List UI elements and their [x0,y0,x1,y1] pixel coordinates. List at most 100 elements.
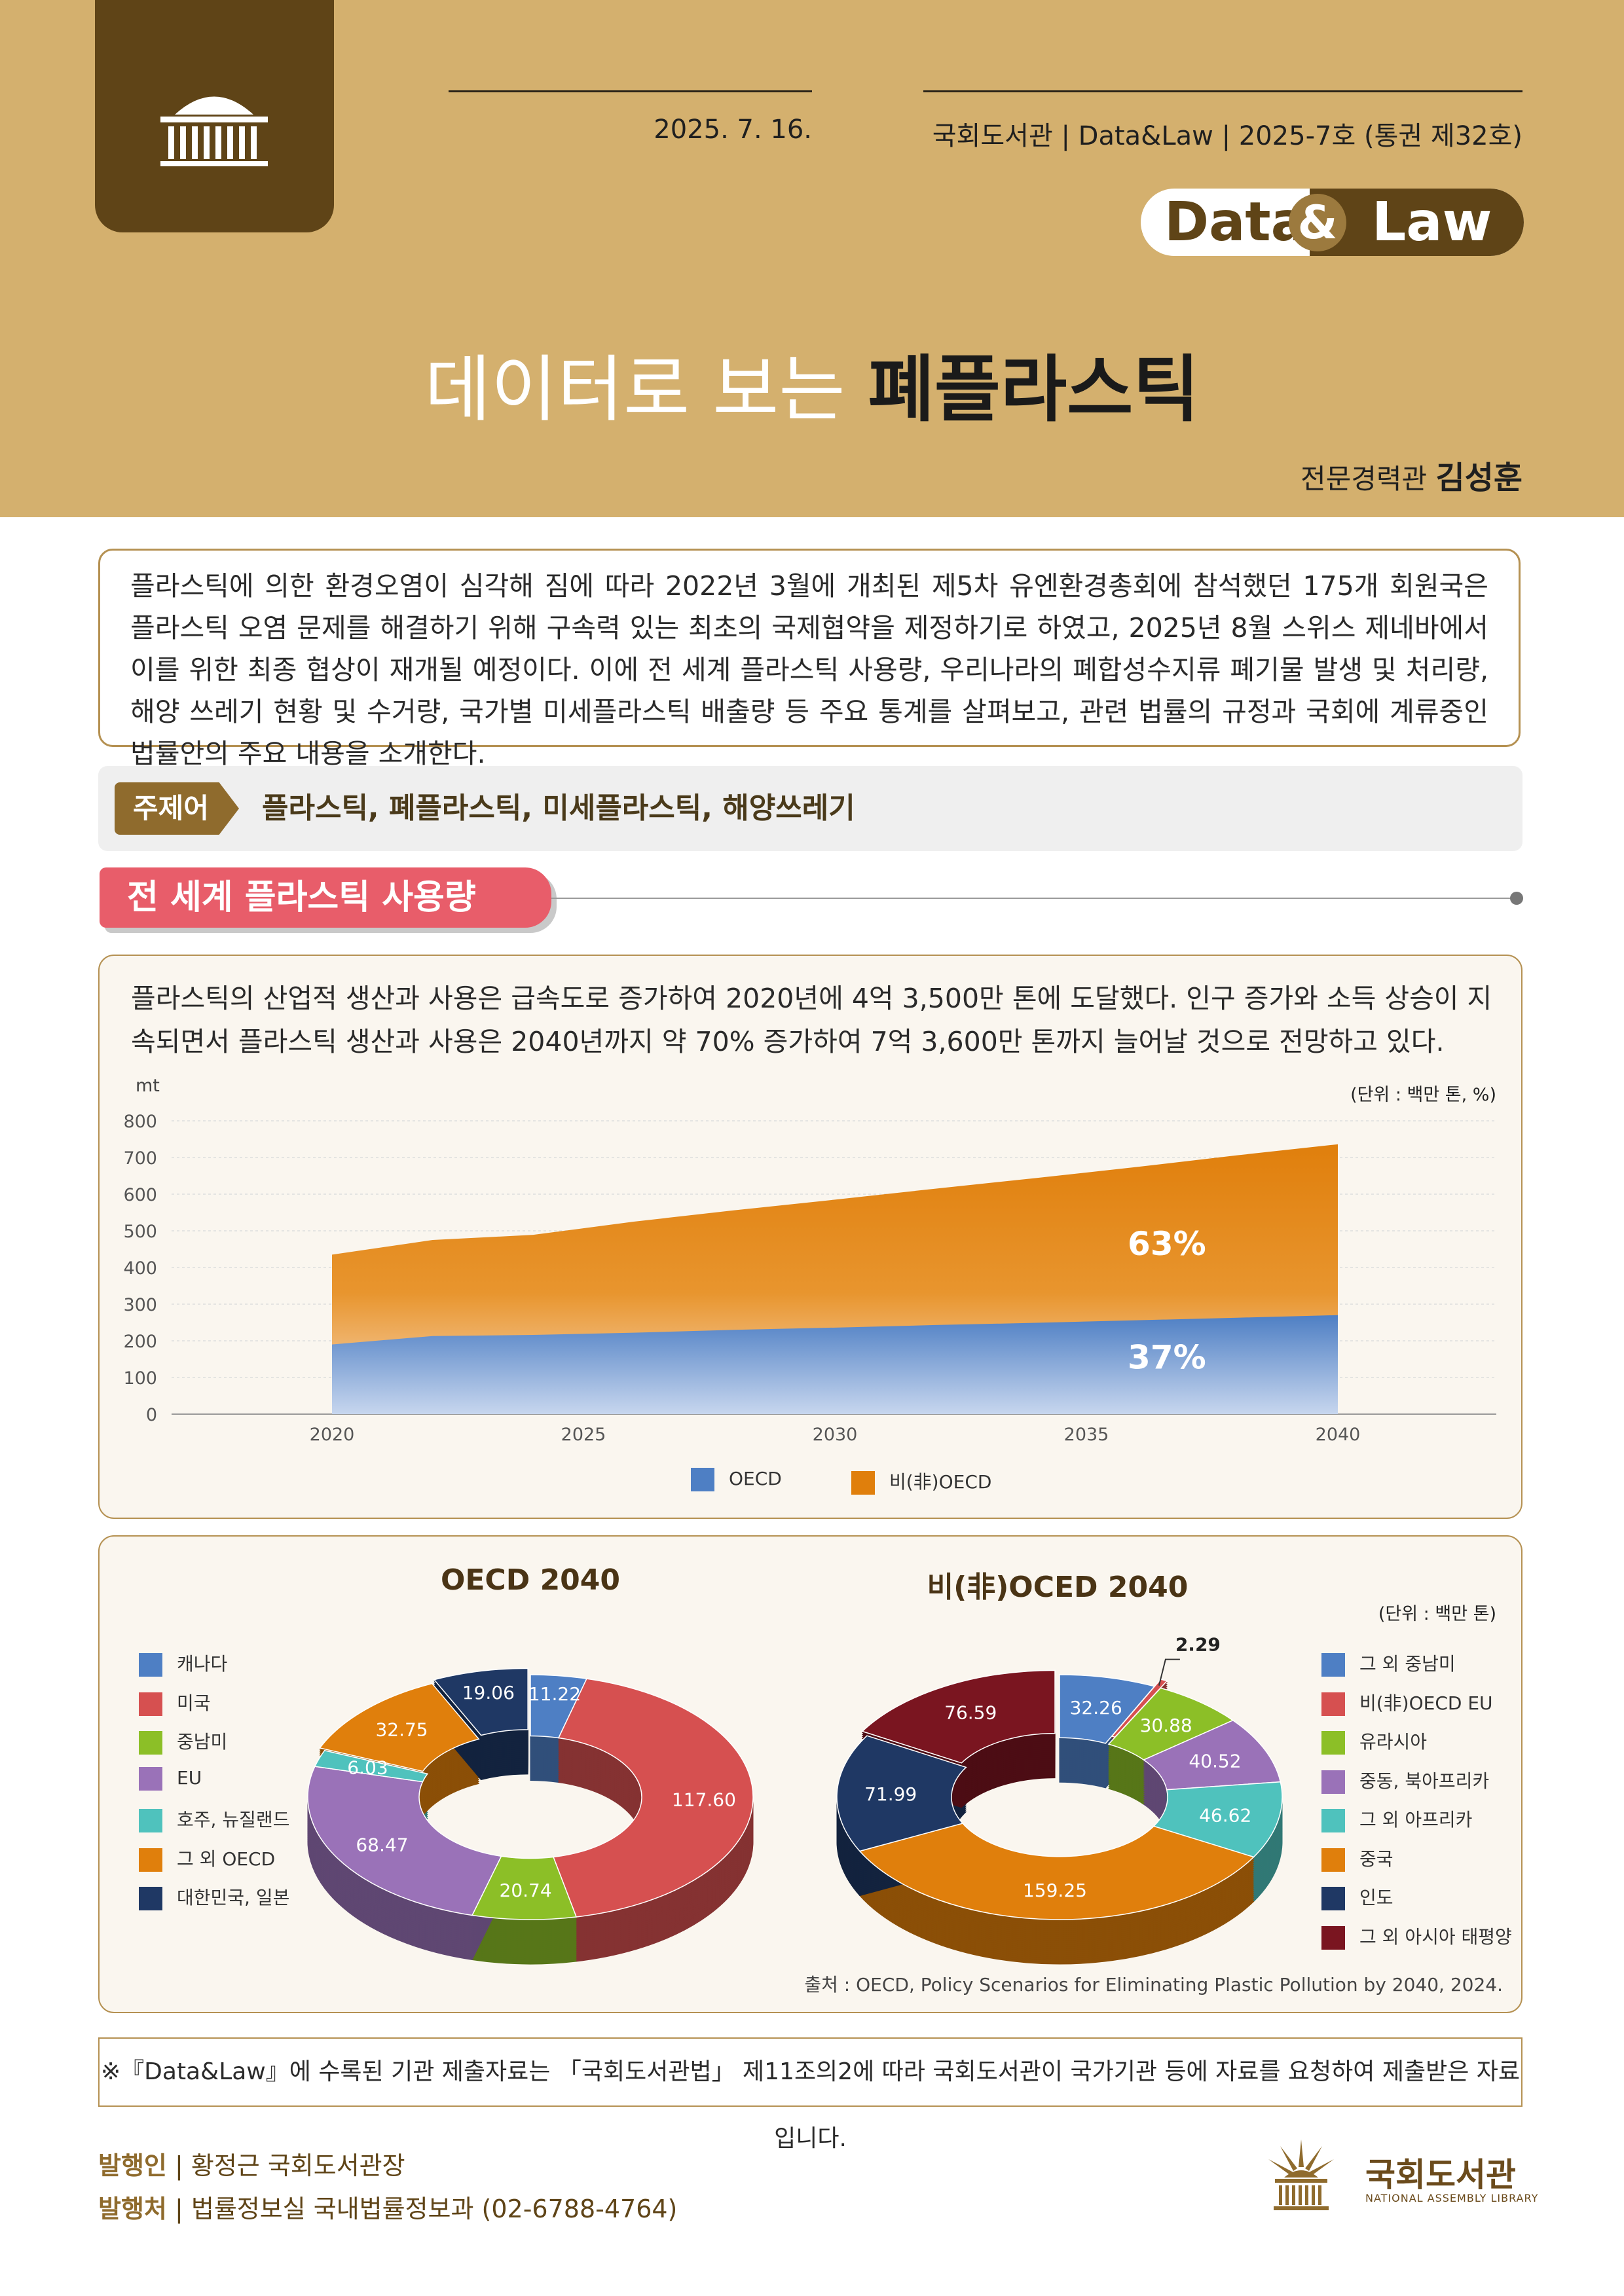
publisher-info: 발행인 | 황정근 국회도서관장 발행처 | 법률정보실 국내법률정보과 (02… [98,2144,677,2231]
section-divider [551,898,1517,899]
legend-label: 미국 [177,1692,211,1714]
legend-swatch [1321,1653,1345,1677]
legend-swatch [1321,1809,1345,1832]
donut-charts: 11.22 117.60 20.74 68.47 6.03 32.75 19.06 32.26… [307,1634,1283,1965]
oecd-legend-item: EU [139,1766,289,1806]
nonoecd-legend-item: 중국 [1321,1845,1512,1884]
legend-label: 비(非)OECD EU [1359,1692,1493,1714]
legend-label: 중동, 북아프리카 [1359,1770,1490,1792]
donut-value-label: 76.59 [944,1702,997,1723]
legend-label-oecd: OECD [729,1468,782,1489]
y-tick-label: 300 [123,1295,157,1315]
page-title: 데이터로 보는 폐플라스틱 [0,331,1624,435]
nonoecd-legend-item: 그 외 아프리카 [1321,1806,1512,1845]
legend-label: 유라시아 [1359,1731,1428,1753]
oecd-legend-item: 그 외 OECD [139,1845,289,1884]
legend-swatch [1321,1731,1345,1755]
donut-slice-6 [836,1735,967,1852]
area-legend-oecd: OECD [691,1468,782,1491]
donut-slice-1 [552,1678,754,1918]
x-tick-label: 2035 [1064,1425,1109,1445]
badge-data-text: Data [1164,191,1307,253]
library-name-en: NATIONAL ASSEMBLY LIBRARY [1365,2192,1539,2204]
y-tick-label: 600 [123,1185,157,1205]
y-tick-label: 700 [123,1148,157,1169]
y-tick-label: 800 [123,1112,157,1132]
area-chart-ylabel: mt [136,1076,160,1096]
area-oecd [332,1315,1338,1414]
nonoecd-legend-item: 그 외 중남미 [1321,1650,1512,1689]
legend-label-nonoecd: 비(非)OECD [889,1471,992,1493]
leader-line [1158,1658,1180,1686]
nonoecd-legend-item: 유라시아 [1321,1728,1512,1767]
author: 전문경력관 김성훈 [1113,452,1522,498]
legend-swatch [1321,1925,1345,1950]
donut-OECD 2040: 11.22 117.60 20.74 68.47 6.03 32.75 19.06 [307,1667,754,1965]
y-tick-label: 200 [123,1332,157,1352]
oecd-legend-item: 중남미 [139,1728,289,1767]
nonoecd-legend-item: 그 외 아시아 태평양 [1321,1923,1512,1962]
donut-value-label: 20.74 [500,1880,552,1901]
legend-swatch [1321,1770,1345,1794]
legend-swatch-oecd [691,1468,714,1491]
publication-info: 국회도서관 | Data&Law | 2025-7호 (통권 제32호) [932,121,1522,151]
y-tick-label: 0 [146,1405,157,1425]
office-value: 법률정보실 국내법률정보과 (02-6788-4764) [191,2195,678,2223]
donut-value-label: 40.52 [1189,1751,1241,1772]
office-label: 발행처 [98,2195,167,2223]
y-tick-label: 400 [123,1258,157,1279]
y-tick-label: 500 [123,1222,157,1242]
legend-swatch-nonoecd [851,1471,875,1495]
keyword-text: 플라스틱, 폐플라스틱, 미세플라스틱, 해양쓰레기 [262,792,855,825]
badge-ampersand: & [1289,194,1346,251]
legend-swatch [139,1653,162,1677]
oecd-legend-item: 호주, 뉴질랜드 [139,1806,289,1845]
section-title: 전 세계 플라스틱 사용량 [100,867,551,928]
publisher-label: 발행인 [98,2151,167,2180]
donut-value-label: 2.29 [1175,1634,1221,1656]
legend-swatch [1321,1692,1345,1716]
donut-value-label: 32.26 [1070,1697,1122,1719]
section-description: 플라스틱의 산업적 생산과 사용은 급속도로 증가하여 2020년에 4억 3,… [131,983,1492,1057]
legend-label: 캐나다 [177,1653,228,1675]
library-logo-icon [1268,2140,1334,2210]
legend-label: 중남미 [177,1731,228,1753]
legend-swatch [1321,1887,1345,1910]
legend-swatch [139,1692,162,1716]
donut-unit-note: (단위 : 백만 톤) [1378,1604,1496,1624]
x-tick-label: 2030 [813,1425,858,1445]
nonoecd-legend-item: 인도 [1321,1884,1512,1923]
publisher-row: 발행인 | 황정근 국회도서관장 [98,2151,405,2180]
legend-label: EU [177,1766,202,1789]
source-note: 출처 : OECD, Policy Scenarios for Eliminat… [804,1974,1503,1995]
keyword-label: 주제어 [115,782,239,835]
emblem-box [95,0,334,232]
badge-law-text: Law [1372,191,1492,253]
legend-label: 그 외 아프리카 [1359,1809,1473,1831]
donut-value-label: 19.06 [462,1682,515,1704]
donut-value-label: 159.25 [1023,1880,1087,1901]
author-name: 김성훈 [1435,460,1522,496]
nonoecd-legend-item: 중동, 북아프리카 [1321,1767,1512,1806]
nonoecd-legend-item: 비(非)OECD EU [1321,1689,1512,1728]
nonoecd-donut-title: 비(非)OCED 2040 [927,1571,1189,1604]
legend-label: 대한민국, 일본 [177,1887,290,1908]
donut-slice-3 [307,1766,502,1916]
assembly-building-icon [160,96,268,166]
library-name: 국회도서관 [1365,2156,1516,2194]
legend-swatch [139,1887,162,1910]
donut-value-label: 11.22 [528,1683,581,1705]
header-rule-left [449,90,812,92]
annotation-oecd-share: 37% [1128,1338,1206,1376]
x-tick-label: 2040 [1316,1425,1361,1445]
donut-value-label: 6.03 [347,1757,388,1778]
donut-value-label: 117.60 [672,1789,736,1810]
issue-date: 2025. 7. 16. [654,115,812,145]
area-chart-unit-note: (단위 : 백만 톤, %) [1350,1085,1496,1105]
office-row: 발행처 | 법률정보실 국내법률정보과 (02-6788-4764) [98,2195,678,2223]
legend-swatch [1321,1848,1345,1872]
annotation-nonoecd-share: 63% [1128,1225,1206,1263]
donut-slice-5 [319,1683,480,1772]
